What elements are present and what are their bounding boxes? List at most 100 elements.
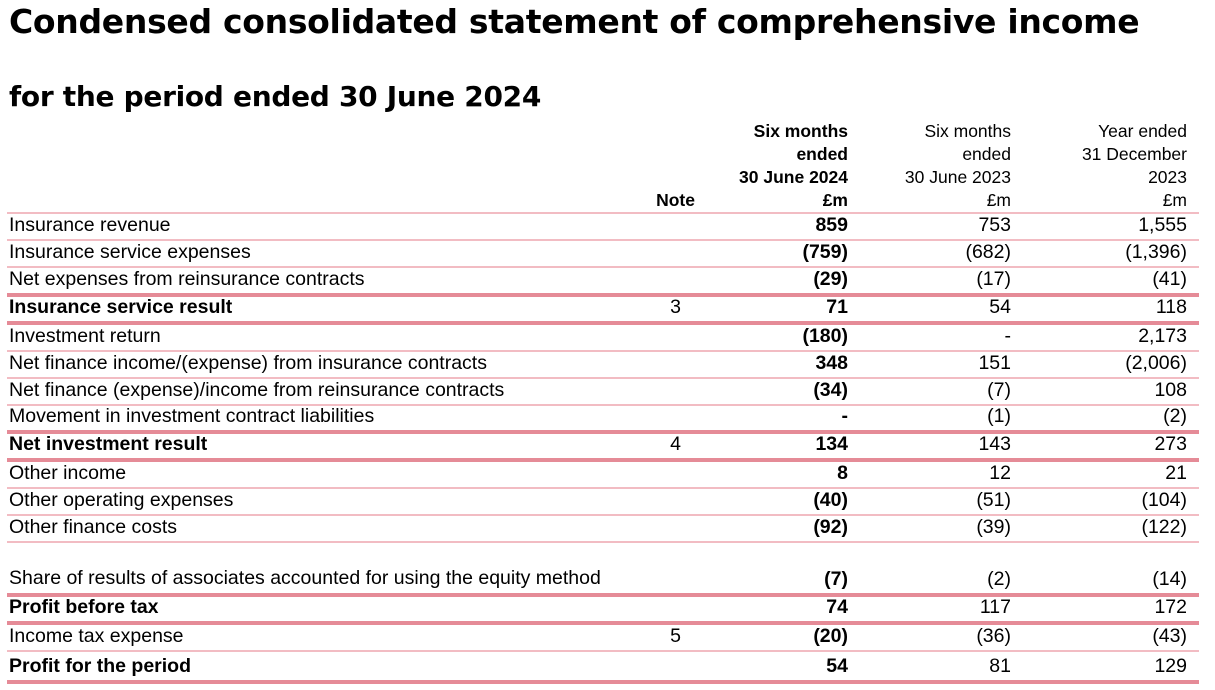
row-label: Net expenses from reinsurance contracts: [9, 268, 365, 290]
table-row: Net finance (expense)/income from reinsu…: [7, 379, 1199, 406]
row-label: Investment return: [9, 325, 161, 347]
value-2023: (36): [976, 625, 1011, 647]
row-label: Net investment result: [9, 433, 208, 455]
value-year-2023: 1,555: [1138, 214, 1187, 236]
table-row: Movement in investment contract liabilit…: [7, 405, 1199, 434]
value-2024: 74: [826, 596, 848, 618]
value-2023: 54: [989, 296, 1011, 318]
row-label: Insurance revenue: [9, 214, 171, 236]
value-year-2023: (1,396): [1125, 241, 1187, 263]
value-2024: (29): [813, 268, 848, 290]
value-2023: (2): [987, 568, 1011, 590]
header-line: Six months: [753, 121, 848, 141]
row-label: Net finance (expense)/income from reinsu…: [9, 379, 505, 401]
value-year-2023: 108: [1154, 379, 1187, 401]
value-2024: (40): [813, 489, 848, 511]
value-year-2023: (43): [1152, 625, 1187, 647]
row-label: Profit for the period: [9, 655, 191, 677]
value-year-2023: (2): [1163, 405, 1187, 427]
row-label: Share of results of associates accounted…: [9, 567, 601, 589]
table-row: Share of results of associates accounted…: [7, 543, 1199, 597]
value-year-2023: 273: [1154, 433, 1187, 455]
value-2024: (759): [802, 241, 848, 263]
value-year-2023: 129: [1154, 655, 1187, 677]
value-year-2023: (2,006): [1125, 352, 1187, 374]
value-year-2023: 2,173: [1138, 325, 1187, 347]
value-year-2023: (14): [1152, 568, 1187, 590]
table-row: Profit for the period 54 81 129: [7, 652, 1199, 684]
page-subtitle: for the period ended 30 June 2024: [9, 80, 542, 113]
header-line: 30 June 2024: [739, 167, 848, 187]
value-year-2023: (122): [1141, 516, 1187, 538]
header-line: ended: [962, 144, 1011, 164]
value-2024: (92): [813, 516, 848, 538]
value-2024: 54: [826, 655, 848, 677]
value-2023: 81: [989, 655, 1011, 677]
value-2024: (34): [813, 379, 848, 401]
value-2023: 117: [979, 596, 1011, 618]
header-line: ended: [796, 144, 848, 164]
row-label: Other operating expenses: [9, 489, 234, 511]
value-2023: (17): [976, 268, 1011, 290]
value-2023: (682): [965, 241, 1011, 263]
header-line: Six months: [924, 121, 1011, 141]
value-2023: -: [1004, 325, 1012, 347]
header-line: £m: [822, 190, 848, 210]
value-2024: 71: [826, 296, 848, 318]
table-row: Other finance costs (92) (39) (122): [7, 516, 1199, 543]
value-2024: (7): [824, 568, 848, 590]
header-col-year-2023: Year ended 31 December 2023 £m: [1030, 120, 1187, 212]
row-label: Other income: [9, 462, 127, 484]
row-note: 4: [670, 433, 681, 455]
value-2023: 151: [978, 352, 1011, 374]
table-row: Other income 8 12 21: [7, 462, 1199, 489]
header-line: 31 December: [1081, 144, 1187, 164]
header-note: Note: [640, 189, 695, 212]
table-row: Profit before tax 74 117 172: [7, 596, 1199, 625]
row-label: Profit before tax: [9, 596, 159, 618]
value-2024: (20): [813, 625, 848, 647]
row-note: 5: [670, 625, 681, 647]
table-row: Net finance income/(expense) from insura…: [7, 352, 1199, 379]
header-note-label: Note: [656, 190, 695, 210]
value-2024: (180): [802, 325, 848, 347]
value-year-2023: 21: [1165, 462, 1187, 484]
table-row: Insurance service result 3 71 54 118: [7, 296, 1199, 325]
table-row: Investment return (180) - 2,173: [7, 325, 1199, 352]
header-line: 30 June 2023: [904, 167, 1011, 187]
value-2024: 8: [837, 462, 848, 484]
value-2024: 348: [815, 352, 848, 374]
table-row: Insurance revenue 859 753 1,555: [7, 212, 1199, 241]
value-2023: (1): [987, 405, 1011, 427]
header-col-2024: Six months ended 30 June 2024 £m: [700, 120, 848, 212]
table-row: Income tax expense 5 (20) (36) (43): [7, 625, 1199, 652]
value-2023: 753: [978, 214, 1011, 236]
header-line: £m: [1162, 190, 1187, 210]
table-row: Net investment result 4 134 143 273: [7, 433, 1199, 462]
header-line: Year ended: [1098, 121, 1187, 141]
row-label: Insurance service expenses: [9, 241, 251, 263]
value-2023: (7): [987, 379, 1011, 401]
table-row: Other operating expenses (40) (51) (104): [7, 489, 1199, 516]
value-2024: 859: [815, 214, 848, 236]
row-label: Income tax expense: [9, 625, 184, 647]
value-2023: (39): [976, 516, 1011, 538]
row-label: Other finance costs: [9, 516, 177, 538]
row-note: 3: [670, 296, 681, 318]
row-label: Net finance income/(expense) from insura…: [9, 352, 487, 374]
value-2024: 134: [815, 433, 848, 455]
page-title: Condensed consolidated statement of comp…: [9, 2, 1140, 41]
value-2023: (51): [976, 489, 1011, 511]
value-year-2023: 172: [1154, 596, 1187, 618]
value-year-2023: (104): [1141, 489, 1187, 511]
header-col-2023: Six months ended 30 June 2023 £m: [860, 120, 1011, 212]
header-line: £m: [986, 190, 1011, 210]
value-year-2023: (41): [1152, 268, 1187, 290]
table-row: Net expenses from reinsurance contracts (…: [7, 268, 1199, 297]
header-line: 2023: [1148, 167, 1187, 187]
value-2024: -: [841, 405, 849, 427]
row-label: Insurance service result: [9, 296, 233, 318]
value-2023: 12: [989, 462, 1011, 484]
table-row: Insurance service expenses (759) (682) (1,3…: [7, 241, 1199, 268]
row-label: Movement in investment contract liabilit…: [9, 405, 375, 427]
